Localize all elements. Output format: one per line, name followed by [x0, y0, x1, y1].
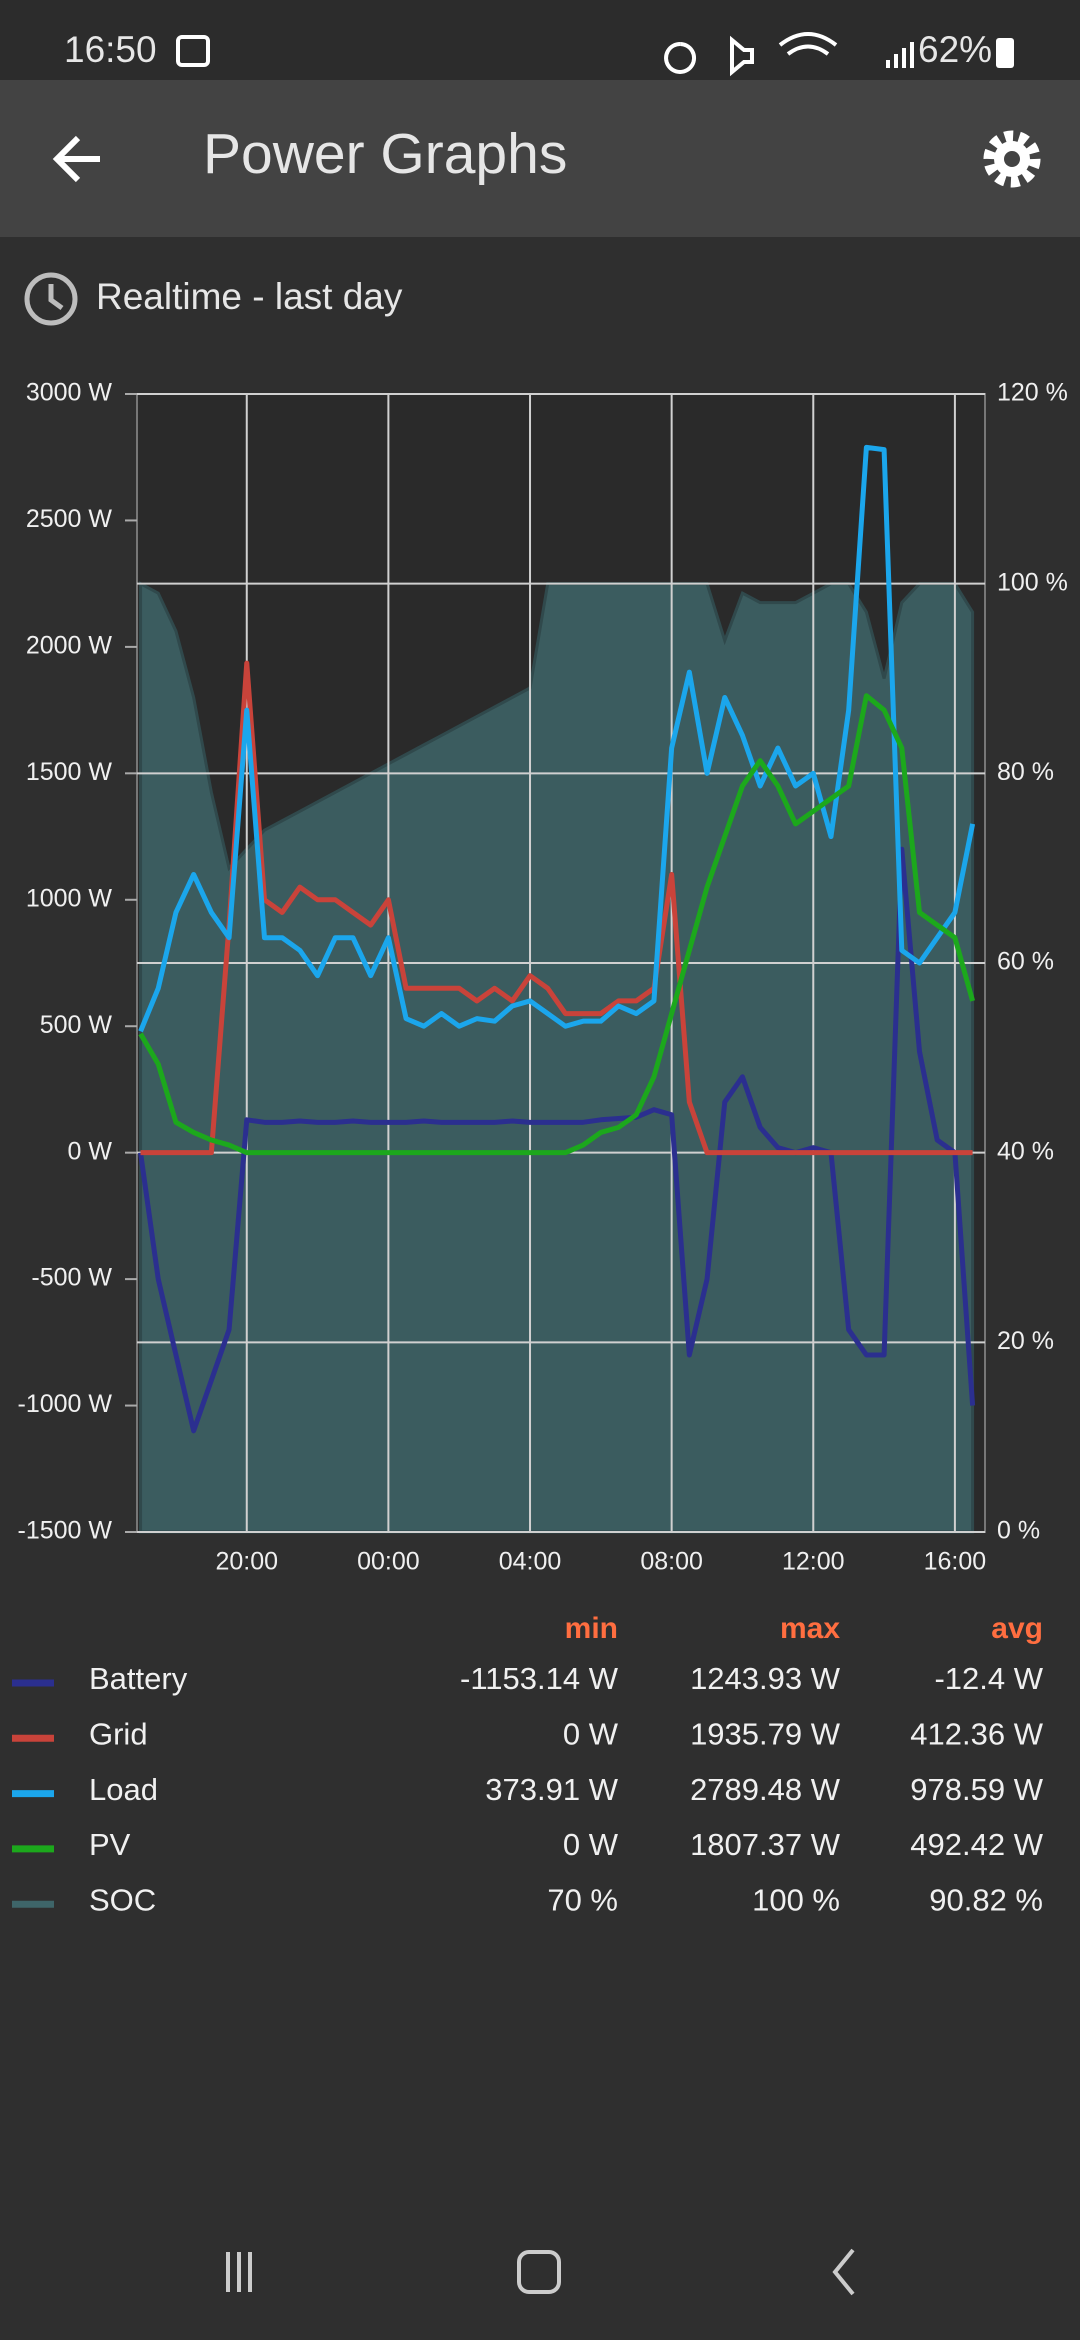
y-tick-label: 1000 W: [26, 884, 113, 912]
y-tick-label: -1500 W: [18, 1517, 113, 1545]
x-tick-label: 00:00: [357, 1548, 420, 1576]
status-icons: [664, 32, 914, 77]
y2-tick-label: 60 %: [997, 948, 1054, 976]
line-series: [138, 693, 976, 1156]
y2-tick-label: 20 %: [997, 1327, 1054, 1355]
y2-tick-label: 100 %: [997, 568, 1068, 596]
x-tick-label: 04:00: [499, 1548, 562, 1576]
back-button[interactable]: [52, 135, 100, 183]
y-tick-label: 500 W: [40, 1011, 113, 1039]
legend-value: -1153.14 W: [460, 1661, 619, 1696]
y-tick-label: 0 W: [68, 1137, 113, 1165]
y-tick-label: 2000 W: [26, 631, 113, 659]
legend-header: min: [565, 1612, 618, 1645]
app-bar: [0, 80, 1080, 237]
legend-value: 1807.37 W: [690, 1827, 841, 1862]
y2-tick-label: 40 %: [997, 1137, 1054, 1165]
legend-value: 0 W: [563, 1716, 619, 1751]
series-layer: [138, 444, 976, 1434]
legend-value: 978.59 W: [910, 1772, 1043, 1807]
y2-tick-label: 120 %: [997, 379, 1068, 407]
legend-name: Battery: [89, 1661, 188, 1696]
legend-value: 373.91 W: [485, 1772, 618, 1807]
legend-value: 412.36 W: [910, 1716, 1043, 1751]
nav-home[interactable]: [517, 2250, 561, 2294]
app-title: Power Graphs: [203, 122, 567, 186]
range-label[interactable]: Realtime - last day: [96, 276, 403, 317]
x-tick-label: 16:00: [924, 1548, 987, 1576]
legend-name: PV: [89, 1827, 131, 1862]
settings-button[interactable]: [983, 130, 1041, 188]
line-series: [138, 444, 976, 1033]
y-tick-label: -1000 W: [18, 1390, 113, 1418]
legend-value: 0 W: [563, 1827, 619, 1862]
x-tick-label: 12:00: [782, 1548, 845, 1576]
grid: [137, 393, 985, 1533]
y-tick-label: 3000 W: [26, 379, 113, 407]
battery-icon: [996, 38, 1014, 68]
x-tick-label: 08:00: [640, 1548, 703, 1576]
legend-value: 90.82 %: [929, 1882, 1043, 1917]
clock-icon: [24, 272, 78, 326]
legend-value: 2789.48 W: [690, 1772, 841, 1807]
y2-tick-label: 80 %: [997, 758, 1054, 786]
legend-value: 70 %: [547, 1882, 618, 1917]
y-tick-label: 1500 W: [26, 758, 113, 786]
status-time: 16:50: [64, 29, 157, 70]
nav-recents[interactable]: [226, 2252, 252, 2292]
legend-header: max: [780, 1612, 840, 1645]
legend-value: -12.4 W: [934, 1661, 1043, 1696]
legend-name: Load: [89, 1772, 158, 1807]
legend-value: 1243.93 W: [690, 1661, 841, 1696]
legend-header: avg: [991, 1612, 1043, 1645]
nav-back[interactable]: [832, 2248, 855, 2296]
chart: 20:00 00:00 04:00 08:00 12:00 16:00 -1500 W -10…: [18, 379, 1068, 1576]
line-series: [138, 846, 976, 1434]
legend-value: 100 %: [752, 1882, 840, 1917]
battery-level: 62%: [918, 29, 992, 70]
gallery-icon: [176, 35, 210, 67]
legend-name: SOC: [89, 1882, 156, 1917]
legend-value: 1935.79 W: [690, 1716, 841, 1751]
line-series: [140, 660, 973, 1156]
legend-value: 492.42 W: [910, 1827, 1043, 1862]
x-tick-label: 20:00: [215, 1548, 278, 1576]
legend-name: Grid: [89, 1716, 148, 1751]
clock-hands: [48, 284, 64, 311]
y-tick-label: -500 W: [31, 1264, 112, 1292]
y2-tick-label: 0 %: [997, 1517, 1040, 1545]
gear-teeth: [983, 130, 1041, 188]
y-tick-label: 2500 W: [26, 505, 113, 533]
gear-hole: [1004, 151, 1020, 167]
